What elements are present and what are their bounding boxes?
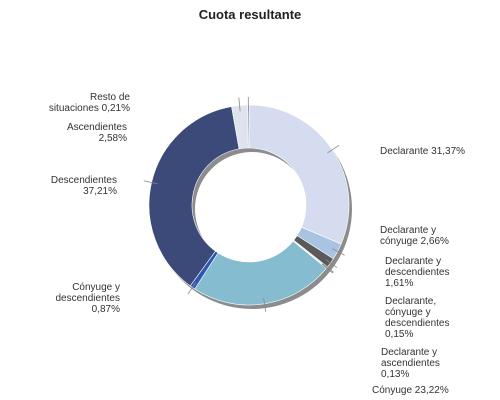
label-line: 0,13% <box>381 369 409 380</box>
leader-descendientes <box>143 180 158 185</box>
label-line: Declarante y <box>380 225 436 236</box>
label-declarante-y-conyuge: Declarante y cónyuge 2,66% <box>380 225 449 247</box>
label-line: Declarante, <box>385 296 436 307</box>
label-resto-de-situaciones: Resto de situaciones 0,21% <box>49 92 131 114</box>
leader-declarante-y-ascendientes <box>321 263 334 274</box>
label-line: Cónyuge 23,22% <box>372 385 449 396</box>
chart-title: Cuota resultante <box>199 7 302 22</box>
label-conyuge-y-descendientes: Cónyuge y descendientes 0,87% <box>56 282 121 315</box>
label-line: descendientes <box>385 267 450 278</box>
label-declarante-conyuge-y-descendientes: Declarante, cónyuge y descendientes 0,15% <box>385 296 450 340</box>
leader-declarante-y-conyuge <box>332 248 345 256</box>
label-line: 0,87% <box>92 304 120 315</box>
leader-ascendientes <box>238 97 241 112</box>
label-line: 2,58% <box>99 133 127 144</box>
leader-lines <box>143 96 345 312</box>
label-line: Declarante y <box>381 347 437 358</box>
label-ascendientes: Ascendientes 2,58% <box>67 122 127 144</box>
label-line: Ascendientes <box>67 122 127 133</box>
slice-resto-de-situaciones <box>247 104 250 149</box>
leader-declarante-conyuge-y-descendientes <box>322 263 334 273</box>
label-line: Cónyuge y <box>72 282 120 293</box>
label-line: descendientes <box>385 318 450 329</box>
label-line: cónyuge 2,66% <box>380 236 449 247</box>
label-declarante: Declarante 31,37% <box>380 146 465 157</box>
label-line: Descendientes <box>51 175 117 186</box>
leader-declarante <box>327 144 340 154</box>
label-declarante-y-ascendientes: Declarante y ascendientes 0,13% <box>381 347 440 380</box>
label-line: 1,61% <box>385 278 413 289</box>
label-line: Declarante 31,37% <box>380 146 465 157</box>
leader-declarante-y-descendientes <box>325 259 338 268</box>
leader-conyuge-y-descendientes <box>187 282 197 295</box>
label-line: Resto de <box>90 92 130 103</box>
slice-declarante <box>248 104 350 245</box>
slice-descendientes <box>148 106 240 287</box>
slice-labels: Declarante 31,37%Declarante y cónyuge 2,6… <box>49 92 465 396</box>
label-line: cónyuge y <box>385 307 431 318</box>
leader-conyuge <box>263 297 267 312</box>
label-line: ascendientes <box>381 358 440 369</box>
label-line: 0,15% <box>385 329 413 340</box>
label-descendientes: Descendientes 37,21% <box>51 175 117 197</box>
label-line: 37,21% <box>83 186 117 197</box>
label-line: descendientes <box>56 293 121 304</box>
slice-group <box>148 104 350 306</box>
label-conyuge: Cónyuge 23,22% <box>372 385 449 396</box>
label-line: situaciones 0,21% <box>49 103 130 114</box>
label-line: Declarante y <box>385 256 441 267</box>
label-declarante-y-descendientes: Declarante y descendientes 1,61% <box>385 256 450 289</box>
